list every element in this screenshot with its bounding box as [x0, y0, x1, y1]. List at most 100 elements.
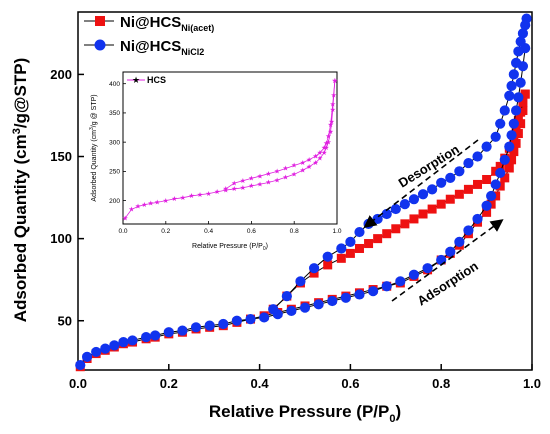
data-point [259, 312, 270, 323]
data-point [190, 322, 202, 333]
data-point [436, 254, 447, 266]
series-line [124, 80, 336, 219]
data-point: ★ [231, 179, 237, 187]
data-point: ★ [329, 118, 335, 126]
data-point [177, 325, 188, 336]
data-point: ★ [188, 192, 194, 200]
data-point [486, 190, 497, 202]
data-point [504, 163, 514, 173]
data-point [400, 219, 410, 229]
data-point: ★ [265, 170, 271, 178]
data-point: ★ [205, 190, 211, 198]
legend-label-niacet: Ni@HCSNi(acet) [120, 14, 214, 33]
main-legend: Ni@HCSNi(acet) Ni@HCSNiCl2 [84, 14, 214, 57]
data-point [436, 199, 446, 209]
legend-marker-square [95, 16, 105, 26]
data-point: ★ [214, 188, 220, 196]
main-series-group [75, 13, 532, 372]
data-point [281, 291, 292, 302]
main-x-axis-title: Relative Pressure (P/P0) [209, 402, 401, 425]
data-point [500, 173, 510, 183]
data-point [336, 253, 346, 263]
data-point [340, 292, 351, 303]
main-y-axis: 50 100 150 200 [50, 67, 84, 328]
x-tick-label: 0.0 [69, 376, 87, 391]
data-point: ★ [265, 179, 271, 187]
y-tick-label: 50 [58, 313, 72, 328]
x-tick-label: 0.8 [432, 376, 450, 391]
data-point: ★ [257, 172, 263, 180]
data-point: ★ [274, 176, 280, 184]
main-plot-frame [77, 11, 533, 371]
data-point [481, 200, 492, 211]
data-point: ★ [223, 186, 229, 194]
data-point: ★ [180, 194, 186, 202]
data-point [427, 184, 438, 195]
data-point [391, 224, 401, 234]
data-point [499, 154, 510, 165]
data-point [354, 226, 365, 238]
y-tick-label: 200 [109, 198, 120, 205]
data-point: ★ [291, 162, 297, 170]
data-point [463, 157, 474, 169]
data-point: ★ [197, 191, 203, 199]
data-point [408, 194, 420, 205]
x-tick-label: 0.6 [341, 376, 359, 391]
data-point [218, 318, 229, 330]
data-point [395, 276, 406, 287]
data-point [504, 90, 515, 101]
data-point [231, 315, 242, 326]
data-point: ★ [274, 168, 280, 176]
data-point [345, 236, 356, 248]
data-point [422, 263, 433, 274]
data-point [445, 246, 456, 257]
data-point [313, 299, 324, 310]
data-point [515, 77, 526, 88]
data-point: ★ [332, 77, 338, 85]
data-point [381, 208, 392, 220]
legend-label-nicl2: Ni@HCSNiCl2 [120, 38, 204, 57]
data-point [495, 118, 506, 129]
y-tick-label: 300 [109, 139, 120, 146]
data-point: ★ [231, 185, 237, 193]
data-point [245, 313, 256, 325]
data-point [513, 92, 524, 103]
y-tick-label: 150 [50, 149, 72, 164]
data-point: ★ [312, 152, 318, 160]
data-point [163, 327, 174, 338]
x-tick-label: 0.2 [161, 228, 170, 235]
y-tick-label: 200 [50, 67, 72, 82]
data-point [508, 69, 519, 80]
data-point [518, 97, 528, 107]
data-point: ★ [317, 149, 323, 157]
data-point: ★ [154, 199, 160, 207]
data-point: ★ [141, 201, 147, 209]
data-point [472, 151, 483, 162]
data-point [445, 172, 456, 183]
data-point [75, 359, 86, 371]
data-point: ★ [325, 133, 331, 141]
data-point [517, 28, 529, 39]
data-point [363, 218, 374, 229]
data-point [507, 155, 517, 165]
desorption-label: Desorption [396, 141, 462, 190]
legend-marker-circle [94, 39, 106, 51]
data-point [364, 239, 374, 249]
data-point: ★ [323, 144, 329, 152]
data-point: ★ [248, 175, 254, 183]
data-point: ★ [300, 166, 306, 174]
data-point [141, 332, 152, 343]
data-point: ★ [306, 156, 312, 164]
data-point [382, 229, 392, 239]
series-NiCl2-adsorption [75, 43, 531, 371]
data-point [427, 204, 437, 214]
y-tick-label: 250 [109, 169, 120, 176]
data-point [373, 234, 383, 244]
x-tick-label: 0.0 [118, 228, 127, 235]
data-point [295, 276, 306, 287]
data-point [308, 263, 320, 274]
data-point [418, 209, 428, 219]
inset-y-axis-title: Adsorbed Quantity (cm3/g @ STP) [89, 94, 98, 201]
data-point [381, 281, 392, 292]
data-point: ★ [122, 214, 128, 222]
